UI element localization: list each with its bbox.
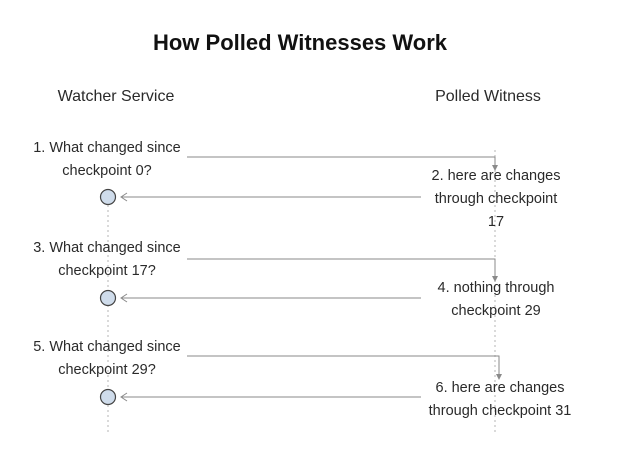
response-3-line-1: 6. here are changes (436, 380, 565, 396)
request-2-line-2: checkpoint 17? (58, 263, 156, 279)
response-1-line-2: through checkpoint (435, 191, 558, 207)
response-3-line-2: through checkpoint 31 (429, 403, 572, 419)
request-1-arrow (187, 156, 496, 168)
request-3-arrowhead (496, 374, 502, 380)
request-1-line-1: 1. What changed since (33, 140, 181, 156)
request-3-arrow (187, 355, 500, 377)
request-2-line-1: 3. What changed since (33, 240, 181, 256)
response-1-line-3: 17 (488, 214, 504, 230)
request-3-line-2: checkpoint 29? (58, 362, 156, 378)
request-1-line-2: checkpoint 0? (62, 163, 151, 179)
response-2-line-2: checkpoint 29 (451, 303, 540, 319)
watcher-receive-node-1 (99, 188, 117, 206)
participant-witness-label: Polled Witness (435, 88, 541, 105)
participant-watcher-label: Watcher Service (58, 88, 175, 105)
request-2-arrow (187, 258, 496, 279)
watcher-receive-node-3 (99, 388, 117, 406)
watcher-receive-node-2 (99, 289, 117, 307)
response-1-arrowhead (120, 192, 128, 202)
response-1-line-1: 2. here are changes (432, 168, 561, 184)
response-3-arrowhead (120, 392, 128, 402)
request-3-line-1: 5. What changed since (33, 339, 181, 355)
response-2-arrowhead (120, 293, 128, 303)
response-2-line-1: 4. nothing through (438, 280, 555, 296)
diagram-title: How Polled Witnesses Work (153, 30, 448, 55)
request-1-arrowhead (492, 165, 498, 171)
request-2-arrowhead (492, 276, 498, 282)
